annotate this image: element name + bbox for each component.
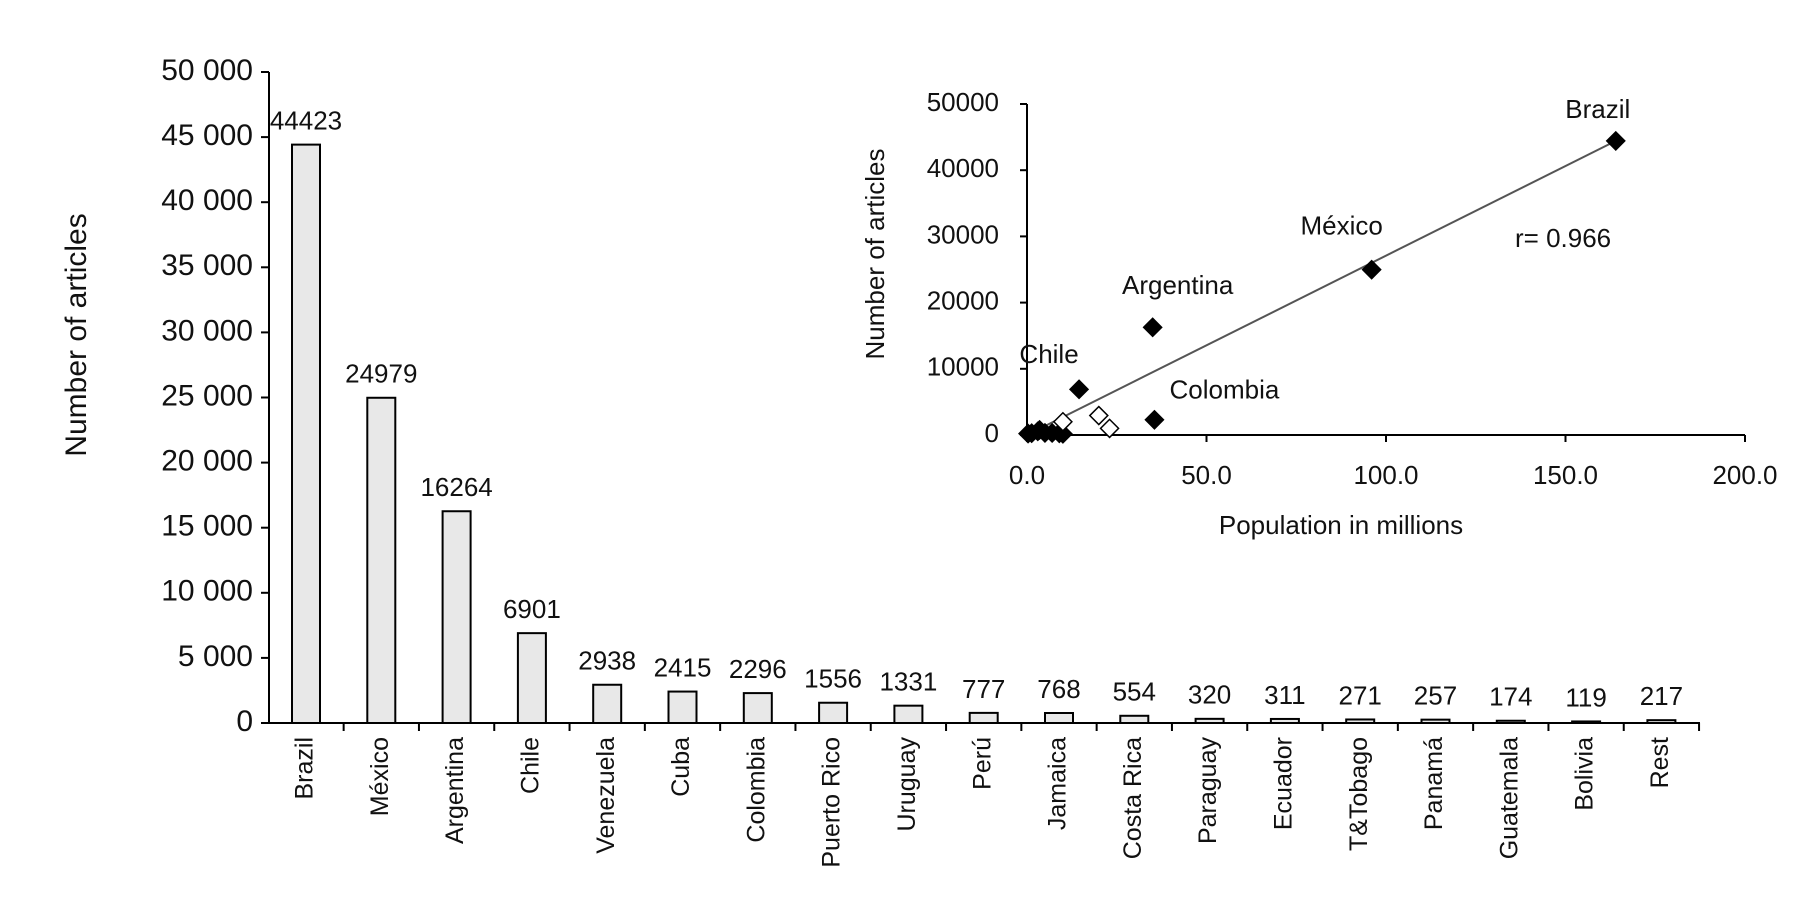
x-tick-label: Venezuela — [592, 737, 620, 854]
x-tick-label: Colombia — [742, 737, 770, 843]
value-label: 2296 — [729, 654, 787, 684]
bar — [742, 692, 773, 724]
bar — [1495, 719, 1526, 724]
point — [1099, 418, 1120, 439]
trendline — [1026, 138, 1620, 436]
bar — [441, 510, 472, 724]
x-tick-label: Brazil — [291, 737, 319, 800]
point — [1142, 317, 1163, 338]
point-label: México — [1300, 211, 1382, 241]
bar — [1420, 718, 1451, 725]
value-label: 1331 — [879, 667, 937, 697]
x-tick-label: 150.0 — [1533, 460, 1598, 490]
annotation: r= 0.966 — [1515, 223, 1611, 253]
bar — [1646, 719, 1677, 725]
value-label: 6901 — [503, 594, 561, 624]
bar — [1571, 720, 1602, 725]
bar — [1269, 717, 1300, 725]
value-label: 320 — [1188, 680, 1231, 710]
y-tick-label: 10 000 — [161, 575, 253, 608]
y-tick-label: 50 000 — [161, 54, 253, 87]
y-tick-label: 20000 — [927, 285, 999, 315]
y-tick-label: 20 000 — [161, 445, 253, 478]
y-tick-label: 5 000 — [178, 640, 253, 673]
y-tick-label: 10000 — [927, 352, 999, 382]
x-tick-label: Ecuador — [1270, 737, 1298, 830]
value-label: 1556 — [804, 664, 862, 694]
point — [1052, 411, 1073, 432]
bar — [818, 701, 849, 725]
bar — [667, 690, 698, 725]
bar — [893, 704, 924, 725]
x-tick-label: Paraguay — [1194, 737, 1222, 845]
bar — [592, 683, 623, 725]
y-tick-label: 30 000 — [161, 314, 253, 347]
y-tick-label: 50000 — [927, 87, 999, 117]
value-label: 119 — [1565, 682, 1606, 712]
bar — [366, 396, 397, 724]
x-tick-label: México — [366, 737, 394, 816]
point — [1361, 259, 1382, 280]
y-tick-label: 30000 — [927, 219, 999, 249]
y-axis-title: Number of articles — [860, 149, 890, 360]
point — [1605, 130, 1626, 151]
x-tick-label: Costa Rica — [1119, 737, 1147, 859]
x-tick-label: Panamá — [1420, 737, 1448, 830]
x-tick-label: T&Tobago — [1345, 737, 1373, 851]
x-tick-label: 50.0 — [1181, 460, 1232, 490]
value-label: 257 — [1414, 681, 1457, 711]
x-tick-label: Chile — [517, 737, 545, 794]
point — [1068, 379, 1090, 400]
x-tick-label: Guatemala — [1495, 737, 1523, 859]
x-tick-label: Rest — [1646, 737, 1674, 788]
y-tick-label: 15 000 — [161, 510, 253, 543]
bar — [1119, 714, 1150, 725]
x-tick-label: Argentina — [441, 737, 469, 844]
y-tick-label: 0 — [985, 418, 999, 448]
value-label: 2938 — [578, 646, 636, 676]
point-label: Chile — [1019, 339, 1078, 369]
point — [1144, 409, 1165, 430]
value-label: 44423 — [270, 105, 342, 135]
point-label: Argentina — [1122, 270, 1234, 300]
bar — [1194, 717, 1225, 725]
x-tick-label: Uruguay — [893, 737, 921, 832]
bar — [516, 632, 547, 725]
y-axis-title: Number of articles — [60, 213, 93, 456]
x-tick-label: Puerto Rico — [818, 737, 846, 868]
y-tick-label: 35 000 — [161, 249, 253, 282]
x-axis-title: Population in millions — [1219, 510, 1463, 540]
value-label: 16264 — [420, 472, 492, 502]
y-tick-label: 40000 — [927, 153, 999, 183]
bar — [968, 711, 999, 725]
x-tick-label: Cuba — [667, 737, 695, 797]
x-tick-label: 100.0 — [1353, 460, 1418, 490]
value-label: 311 — [1264, 680, 1305, 710]
value-label: 554 — [1113, 677, 1156, 707]
point-label: Brazil — [1565, 94, 1630, 124]
value-label: 777 — [962, 674, 1005, 704]
x-tick-label: Bolivia — [1571, 737, 1599, 811]
value-label: 174 — [1489, 682, 1532, 712]
bar — [1044, 712, 1074, 724]
y-tick-label: 45 000 — [161, 119, 253, 152]
x-tick-label: 0.0 — [1009, 460, 1045, 490]
y-tick-label: 40 000 — [161, 184, 253, 217]
value-label: 217 — [1640, 681, 1683, 711]
bar — [291, 143, 321, 724]
point — [1052, 423, 1073, 444]
value-label: 768 — [1037, 674, 1080, 704]
x-tick-label: Jamaica — [1044, 737, 1072, 830]
value-label: 2415 — [654, 652, 712, 682]
y-tick-label: 25 000 — [161, 379, 253, 412]
y-tick-label: 0 — [236, 705, 253, 738]
point — [1088, 405, 1109, 426]
point-label: Colombia — [1170, 375, 1280, 405]
value-label: 271 — [1339, 680, 1382, 710]
bar — [1345, 718, 1376, 724]
x-tick-label: Perú — [968, 737, 996, 790]
x-tick-label: 200.0 — [1712, 460, 1777, 490]
value-label: 24979 — [345, 359, 417, 389]
